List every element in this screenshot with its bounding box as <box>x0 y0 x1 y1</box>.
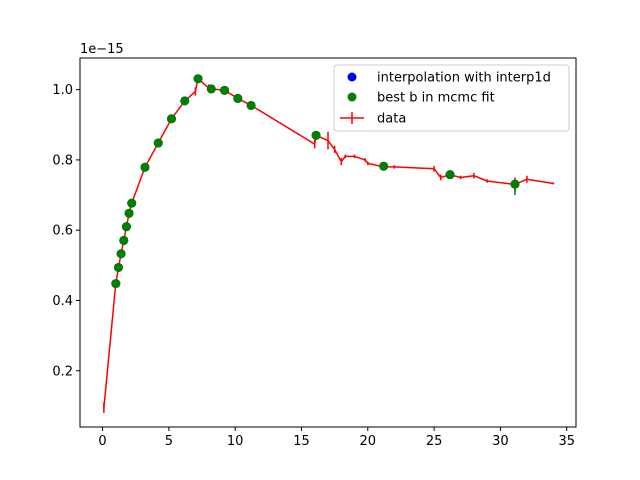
mcmc-point <box>311 130 321 140</box>
legend-mcmc-label: best b in mcmc fit <box>377 91 495 106</box>
y-tick-label: 1.0 <box>52 83 73 98</box>
mcmc-point <box>119 235 129 245</box>
x-tick-label: 35 <box>558 434 575 449</box>
legend-data-label: data <box>377 112 406 127</box>
x-tick-label: 25 <box>426 434 443 449</box>
x-tick-label: 5 <box>165 434 173 449</box>
x-tick-label: 30 <box>492 434 509 449</box>
y-tick-label: 0.6 <box>52 224 73 239</box>
mcmc-point <box>246 100 256 110</box>
mcmc-point <box>180 96 190 106</box>
legend-mcmc-marker <box>347 92 357 102</box>
legend-box <box>333 64 570 132</box>
mcmc-point <box>121 222 131 232</box>
legend-interp-label: interpolation with interp1d <box>377 71 551 86</box>
mcmc-point <box>445 170 455 180</box>
mcmc-point <box>379 161 389 171</box>
mcmc-point <box>140 162 150 172</box>
plot-layer <box>103 74 555 413</box>
y-tick-label: 0.8 <box>52 153 73 168</box>
mcmc-point <box>111 279 121 289</box>
axes-frame <box>79 57 577 428</box>
x-tick-label: 15 <box>293 434 310 449</box>
y-axis-offset-text: 1e−15 <box>80 42 124 57</box>
mcmc-point <box>206 84 216 94</box>
x-tick-label: 20 <box>360 434 377 449</box>
mcmc-point <box>167 114 177 124</box>
x-tick-label: 0 <box>98 434 106 449</box>
mcmc-point <box>233 93 243 103</box>
x-tick-label: 10 <box>227 434 244 449</box>
mcmc-point <box>193 74 203 84</box>
axes-layer: 0 5 10 15 20 25 30 35 0.2 0.4 0.6 0.8 1.0 <box>52 57 577 449</box>
mcmc-point <box>124 208 134 218</box>
mcmc-point <box>116 249 126 259</box>
legend: interpolation with interp1d best b in mcm… <box>333 64 570 132</box>
mcmc-point <box>127 198 137 208</box>
y-tick-label: 0.4 <box>52 294 73 309</box>
mcmc-point <box>220 85 230 95</box>
mcmc-point <box>153 138 163 148</box>
legend-interp-marker <box>347 72 357 82</box>
y-tick-label: 0.2 <box>52 364 73 379</box>
mcmc-point <box>113 262 123 272</box>
